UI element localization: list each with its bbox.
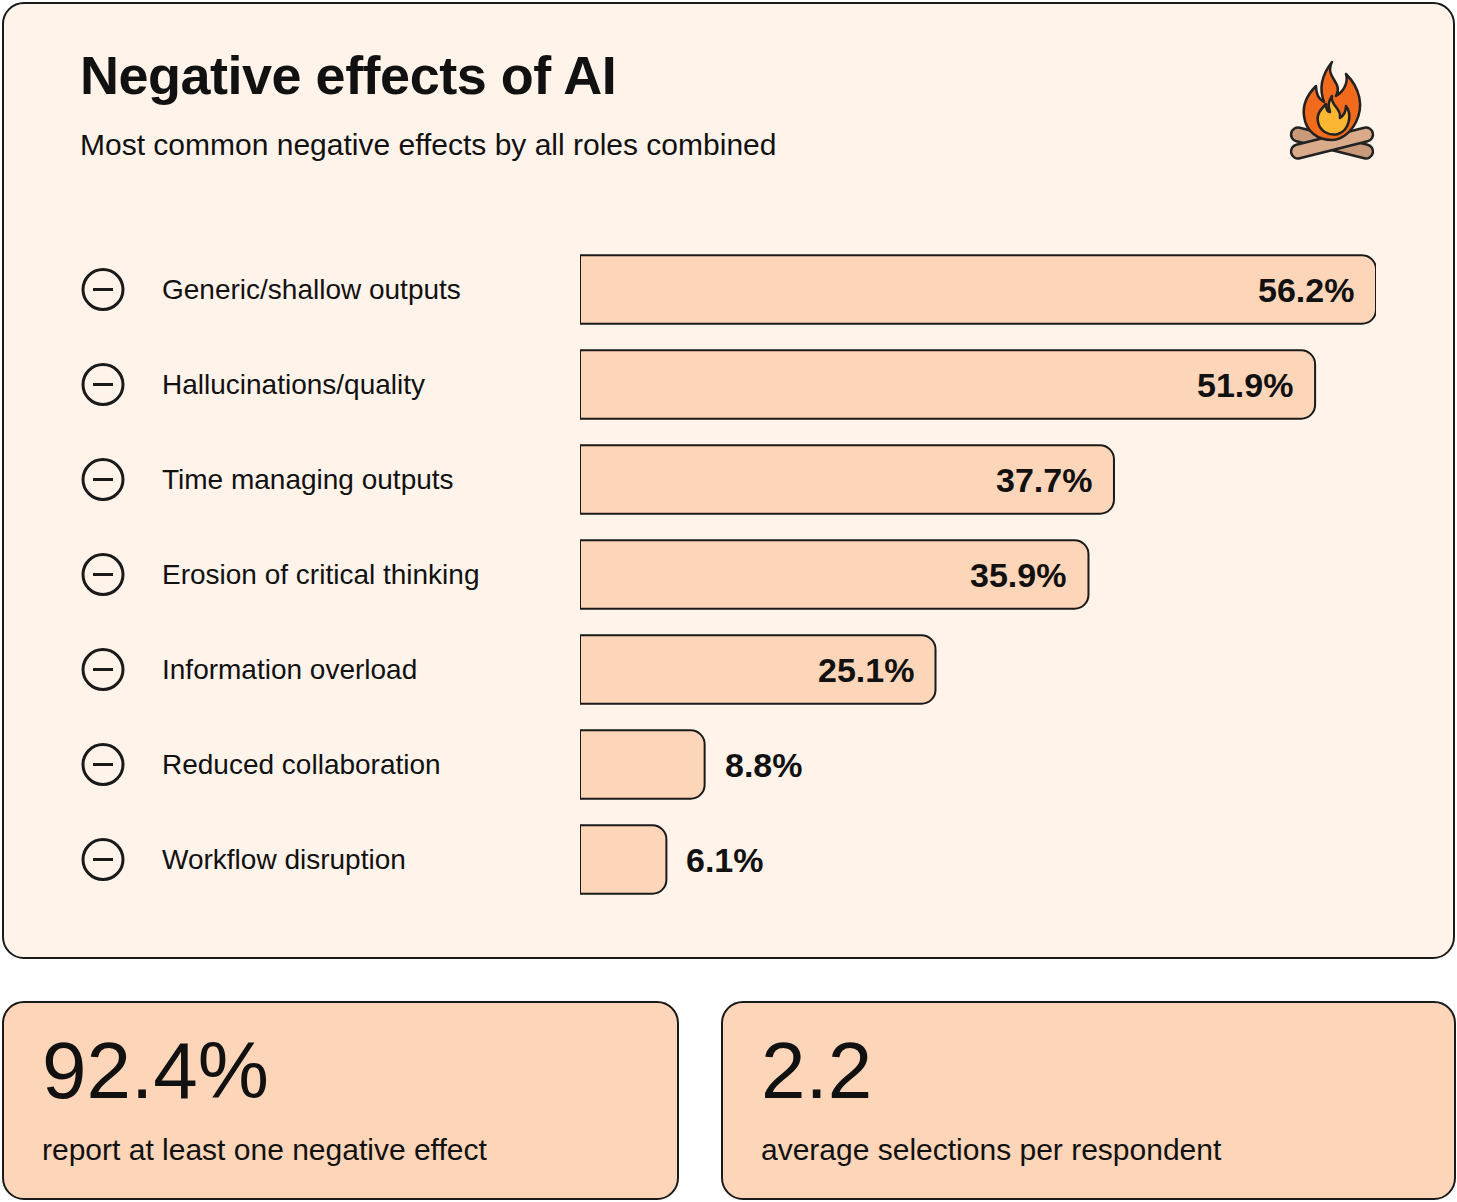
html-text:Negative effects of AI: Negative effects of AI [80, 45, 617, 105]
html-text:average selections per respond: average selections per respondent [761, 1133, 1222, 1166]
svg-text:Reduced collaboration: Reduced collaboration [162, 749, 441, 780]
html-text:92.4%: 92.4% [42, 1026, 269, 1115]
html-text:2.2: 2.2 [761, 1026, 873, 1115]
svg-text:Time managing outputs: Time managing outputs [162, 464, 454, 495]
svg-text:35.9%: 35.9% [970, 556, 1066, 594]
svg-text:Hallucinations/quality: Hallucinations/quality [162, 369, 425, 400]
svg-text:Generic/shallow outputs: Generic/shallow outputs [162, 274, 461, 305]
svg-text:Information overload: Information overload [162, 654, 417, 685]
svg-text:Erosion of critical thinking: Erosion of critical thinking [162, 559, 479, 590]
svg-text:8.8%: 8.8% [725, 746, 803, 784]
svg-text:6.1%: 6.1% [686, 841, 764, 879]
html-text:Most common negative effects b: Most common negative effects by all role… [80, 128, 777, 161]
svg-text:25.1%: 25.1% [818, 651, 914, 689]
svg-text:Workflow disruption: Workflow disruption [162, 844, 406, 875]
html-text:report at least one negative e: report at least one negative effect [42, 1133, 487, 1166]
svg-text:51.9%: 51.9% [1197, 366, 1293, 404]
svg-text:37.7%: 37.7% [996, 461, 1092, 499]
svg-text:56.2%: 56.2% [1258, 271, 1354, 309]
